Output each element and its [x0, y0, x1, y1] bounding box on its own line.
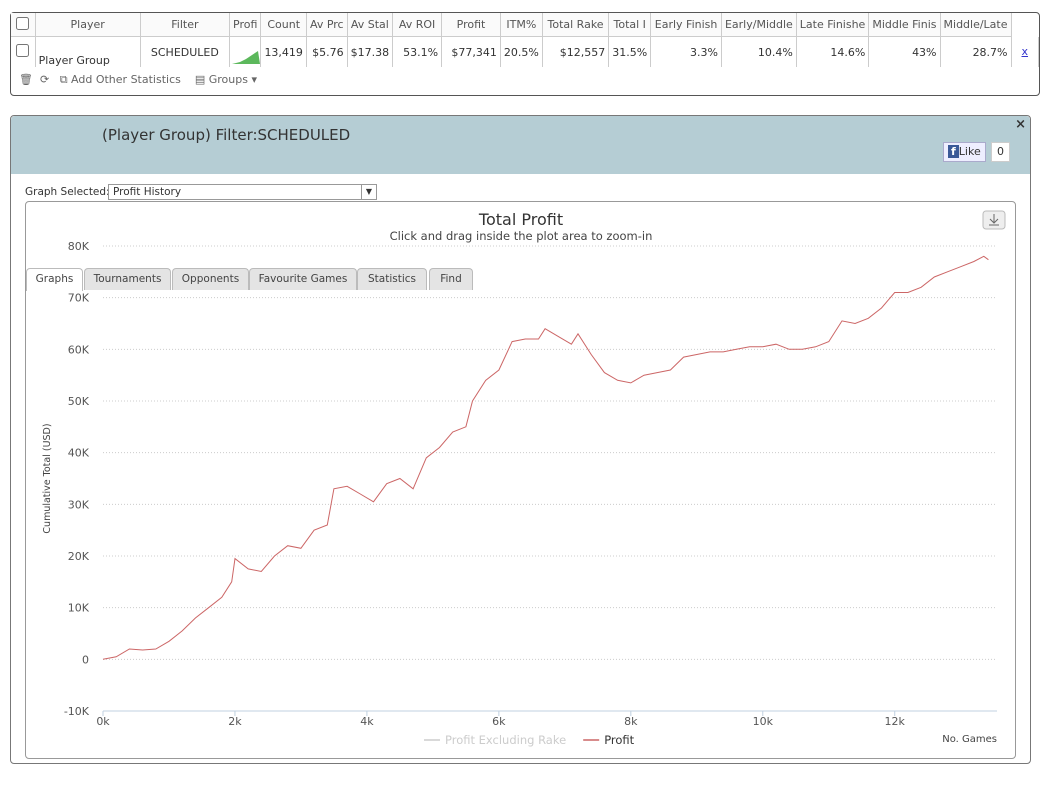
- column-header: Av ROI: [392, 13, 443, 37]
- header-checkbox[interactable]: [11, 13, 36, 37]
- x-tick-label: 2k: [228, 715, 242, 728]
- column-header: ITM%: [500, 13, 543, 37]
- x-axis-label: No. Games: [942, 734, 997, 745]
- x-tick-label: 10k: [753, 715, 774, 728]
- stat-cell: $17.38: [347, 36, 394, 67]
- x-tick-label: 12k: [885, 715, 906, 728]
- stat-cell: 43%: [868, 36, 941, 67]
- add-stats[interactable]: ⧉ Add Other Statistics: [59, 73, 181, 86]
- toolbar: 🗑 ⟳ ⧉ Add Other Statistics ▤ Groups ▾: [19, 73, 257, 87]
- sparkline: [232, 51, 260, 64]
- tab[interactable]: Opponents: [172, 268, 249, 290]
- column-header: Av Stal: [347, 13, 394, 37]
- player-cell: Player Group: [35, 36, 141, 67]
- groups[interactable]: ▤ Groups ▾: [194, 73, 258, 86]
- y-tick-label: 30K: [68, 498, 90, 511]
- graph-panel: (Player Group) Filter:SCHEDULED × f Like …: [10, 115, 1031, 764]
- column-header: Middle Finis: [868, 13, 941, 37]
- y-tick-label: 20K: [68, 550, 90, 563]
- stat-cell: $5.76: [306, 36, 348, 67]
- column-header: Early Finish: [650, 13, 722, 37]
- stat-cell: 14.6%: [796, 36, 870, 67]
- y-axis-label: Cumulative Total (USD): [42, 423, 53, 533]
- filter-cell: SCHEDULED: [140, 36, 231, 67]
- legend-label[interactable]: Profit Excluding Rake: [445, 733, 566, 747]
- panel-title: (Player Group) Filter:SCHEDULED: [102, 126, 351, 144]
- download-icon: [989, 214, 999, 226]
- tab[interactable]: Statistics: [357, 268, 427, 290]
- tab[interactable]: Graphs: [26, 268, 83, 291]
- like-button[interactable]: f Like: [943, 142, 986, 162]
- x-tick-label: 6k: [492, 715, 506, 728]
- like-count: 0: [991, 142, 1010, 162]
- stats-table: Player Filter Profi Count Av Prc Av Stal Av RO…: [11, 13, 1040, 67]
- column-header: Filter: [140, 13, 231, 37]
- y-tick-label: -10K: [64, 705, 90, 718]
- column-header: Early/Middle: [721, 13, 797, 37]
- stat-cell: 28.7%: [940, 36, 1012, 67]
- y-tick-label: 70K: [68, 292, 90, 305]
- column-header: Total I: [608, 13, 652, 37]
- column-header: Player: [35, 13, 141, 37]
- graph-select[interactable]: Profit History ▼: [108, 184, 377, 200]
- stat-cell: 13,419: [260, 36, 307, 67]
- groups-label: Groups: [208, 73, 248, 86]
- stat-cell: 31.5%: [608, 36, 652, 67]
- y-tick-label: 50K: [68, 395, 90, 408]
- y-tick-label: 80K: [68, 240, 90, 253]
- chart-subtitle: Click and drag inside the plot area to z…: [390, 229, 653, 243]
- column-header: Total Rake: [542, 13, 610, 37]
- stats-box: Player Filter Profi Count Av Prc Av Stal Av RO…: [10, 12, 1040, 96]
- add-stats-label: Add Other Statistics: [71, 73, 181, 86]
- graph-select-value: Profit History: [113, 186, 182, 198]
- stat-cell: 53.1%: [392, 36, 443, 67]
- column-header: Av Prc: [306, 13, 348, 37]
- y-tick-label: 0: [82, 653, 89, 666]
- x-tick-label: 0k: [96, 715, 110, 728]
- stat-cell: $12,557: [542, 36, 610, 67]
- x-tick-label: 8k: [624, 715, 638, 728]
- column-header: Profi: [229, 13, 262, 37]
- tab[interactable]: Favourite Games: [249, 268, 357, 290]
- stat-cell: 20.5%: [500, 36, 543, 67]
- panel-header: [11, 116, 1030, 174]
- column-header: Profit: [441, 13, 501, 37]
- graph-label: Graph Selected:: [25, 186, 110, 198]
- refresh-icon[interactable]: ⟳: [39, 73, 50, 86]
- tab[interactable]: Find: [429, 268, 473, 290]
- chart-title: Total Profit: [478, 210, 563, 229]
- stat-cell: 10.4%: [721, 36, 797, 67]
- remove-link[interactable]: x: [1011, 36, 1040, 67]
- delete-icon[interactable]: 🗑: [19, 73, 33, 86]
- row-checkbox[interactable]: [11, 36, 36, 67]
- tab[interactable]: Tournaments: [84, 268, 171, 290]
- x-tick-label: 4k: [360, 715, 374, 728]
- stat-cell: 3.3%: [650, 36, 722, 67]
- column-header: Late Finishe: [796, 13, 870, 37]
- close-button[interactable]: ×: [1015, 117, 1026, 132]
- y-tick-label: 10K: [68, 602, 90, 615]
- sparkline-cell: [229, 36, 262, 67]
- y-tick-label: 60K: [68, 343, 90, 356]
- column-header: Middle/Late: [940, 13, 1012, 37]
- like-label: Like: [958, 145, 981, 158]
- column-header: Count: [260, 13, 307, 37]
- y-tick-label: 40K: [68, 447, 90, 460]
- legend-label[interactable]: Profit: [604, 733, 634, 747]
- stat-cell: $77,341: [441, 36, 501, 67]
- chart-frame: Total Profit Click and drag inside the pl…: [25, 201, 1016, 759]
- line-series: [102, 255, 989, 660]
